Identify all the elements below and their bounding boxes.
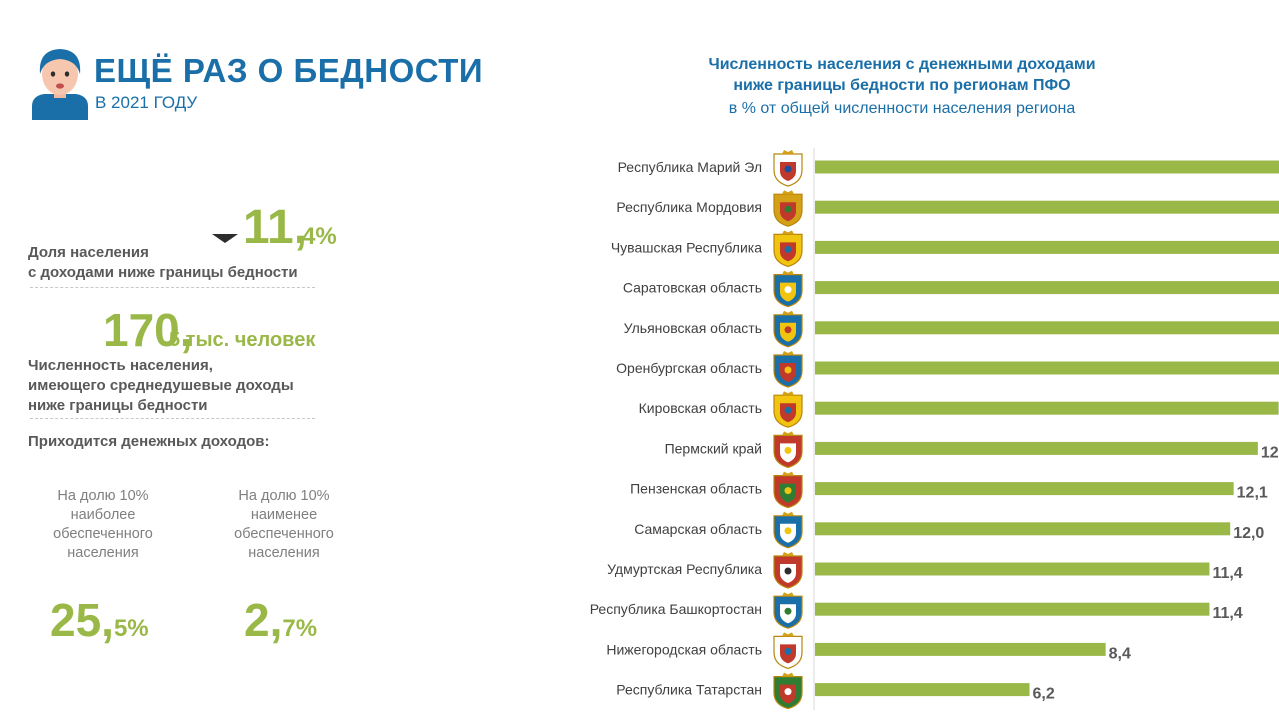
- bottom10-value-tail: 7%: [282, 615, 318, 642]
- category-label: Республика Марий Эл: [618, 159, 762, 175]
- top10-label-line: наиболее: [70, 507, 136, 523]
- data-label: 6,2: [1033, 686, 1055, 703]
- bottom10-label-line: На долю 10%: [238, 488, 330, 504]
- category-label: Ульяновская область: [624, 320, 762, 336]
- tatarstan-emblem-icon: [773, 672, 803, 710]
- top10-label-line: На долю 10%: [57, 488, 149, 504]
- category-label: Республика Мордовия: [616, 199, 762, 215]
- mordovia-emblem-icon: [773, 190, 803, 227]
- poverty-share-label-line: с доходами ниже границы бедности: [28, 264, 298, 281]
- category-label: Саратовская область: [623, 280, 762, 296]
- perm-emblem-icon: [773, 431, 803, 469]
- bar: [815, 482, 1234, 496]
- bar: [815, 160, 1279, 174]
- saratov-emblem-icon: [773, 270, 803, 308]
- bar: [815, 683, 1030, 697]
- chart-title-line: Численность населения с денежными дохода…: [708, 56, 1096, 73]
- poverty-share-value: 11,: [243, 201, 308, 254]
- income-split-heading: Приходится денежных доходов:: [28, 433, 270, 450]
- poverty-population-label-line: ниже границы бедности: [28, 397, 208, 414]
- bar: [815, 281, 1279, 295]
- category-label: Пензенская область: [630, 481, 762, 497]
- poverty-by-region-chart: Республика Марий Эл17,9Республика Мордов…: [590, 148, 1279, 710]
- data-label: 12,8: [1261, 444, 1279, 461]
- poverty-population-label-line: имеющего среднедушевые доходы: [28, 377, 294, 394]
- data-label: 11,4: [1212, 565, 1242, 582]
- category-label: Нижегородская область: [606, 641, 762, 657]
- bar: [815, 321, 1279, 335]
- bar: [815, 240, 1279, 254]
- bottom10-value: 2,7%: [244, 597, 317, 643]
- samara-emblem-icon: [773, 511, 803, 549]
- bottom10-label-line: обеспеченного: [234, 526, 334, 542]
- bar: [815, 200, 1279, 214]
- chart-subtitle: в % от общей численности населения регио…: [728, 100, 1076, 117]
- top10-value: 25,5%: [50, 597, 149, 643]
- poverty-population-value: 170,: [103, 304, 193, 356]
- poverty-share-label-line: Доля населения: [28, 244, 149, 261]
- poverty-share-value-tail: 4%: [302, 223, 337, 250]
- category-label: Чувашская Республика: [611, 239, 762, 255]
- ulyanovsk-emblem-icon: [773, 310, 803, 348]
- category-label: Республика Татарстан: [616, 682, 762, 698]
- page-subtitle: В 2021 ГОДУ: [95, 93, 198, 112]
- bar: [815, 522, 1231, 536]
- data-label: 12,1: [1237, 485, 1268, 502]
- top10-value-main: 25,: [50, 594, 114, 646]
- poverty-share-label: Доля населения с доходами ниже границы б…: [28, 243, 298, 283]
- bottom10-value-main: 2,: [244, 594, 283, 646]
- category-label: Республика Башкортостан: [590, 601, 762, 617]
- orenburg-emblem-icon: [773, 351, 803, 388]
- mari-el-emblem-icon: [773, 150, 803, 187]
- bottom10-label: На долю 10% наименее обеспеченного насел…: [219, 487, 349, 563]
- divider: [30, 287, 315, 288]
- category-label: Самарская область: [634, 521, 762, 537]
- poverty-population-label-line: Численность населения,: [28, 357, 213, 374]
- category-label: Пермский край: [665, 440, 762, 456]
- category-label: Кировская область: [639, 400, 762, 416]
- bar: [815, 361, 1279, 375]
- person-avatar-icon: [32, 49, 88, 120]
- poverty-population-value-tail: 5 тыс. человек: [169, 329, 316, 351]
- bottom10-label-line: наименее: [250, 507, 318, 523]
- divider: [30, 418, 315, 419]
- top10-label-line: обеспеченного: [53, 526, 153, 542]
- chart-title-line: ниже границы бедности по регионам ПФО: [733, 77, 1071, 94]
- top10-label: На долю 10% наиболее обеспеченного насел…: [38, 487, 168, 563]
- category-label: Оренбургская область: [616, 360, 762, 376]
- kirov-emblem-icon: [773, 391, 803, 428]
- penza-emblem-icon: [773, 471, 803, 509]
- page-title: ЕЩЁ РАЗ О БЕДНОСТИ: [94, 52, 484, 89]
- category-label: Удмуртская Республика: [607, 561, 762, 577]
- bashkortostan-emblem-icon: [773, 592, 803, 629]
- top10-label-line: населения: [67, 545, 139, 561]
- data-label: 11,4: [1212, 605, 1242, 622]
- bottom10-label-line: населения: [248, 545, 320, 561]
- poverty-population-label: Численность населения, имеющего среднеду…: [28, 356, 294, 416]
- top10-value-tail: 5%: [113, 615, 149, 642]
- bar: [815, 602, 1210, 616]
- chart-title: Численность населения с денежными дохода…: [612, 54, 1192, 96]
- data-label: 12,0: [1233, 525, 1264, 542]
- chuvashia-emblem-icon: [773, 230, 803, 268]
- bar: [815, 562, 1210, 576]
- trend-down-icon: [212, 234, 238, 243]
- bar: [815, 441, 1258, 455]
- bar: [815, 401, 1279, 415]
- udmurtia-emblem-icon: [773, 552, 803, 589]
- bar: [815, 642, 1106, 656]
- nizhny-novgorod-emblem-icon: [773, 632, 803, 670]
- data-label: 8,4: [1109, 645, 1131, 662]
